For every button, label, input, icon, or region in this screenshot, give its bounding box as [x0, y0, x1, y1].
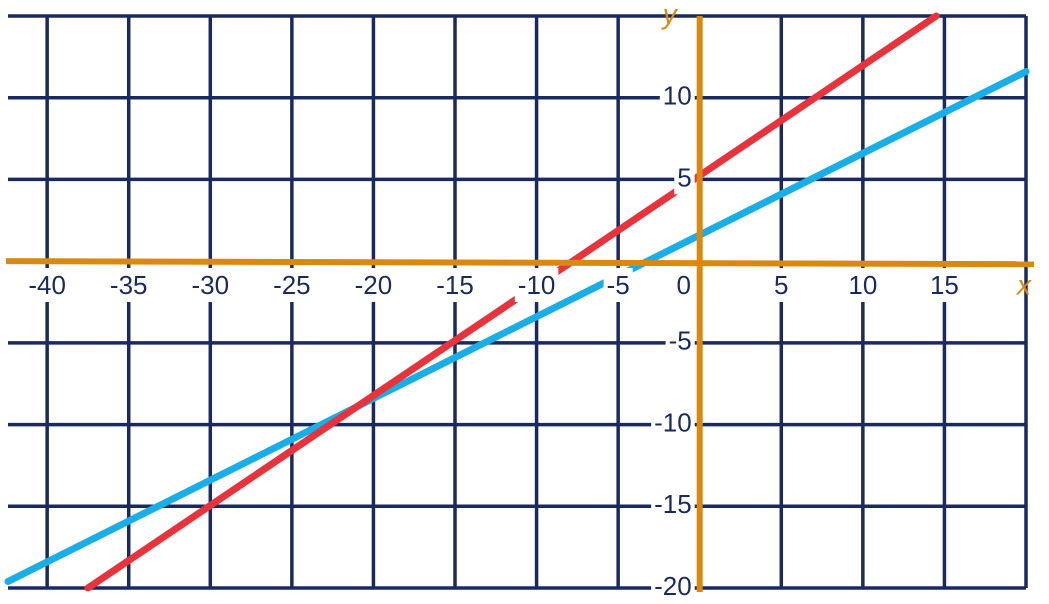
label-bg: [351, 268, 396, 303]
label-bg: [651, 568, 695, 603]
label-bg: [674, 160, 695, 195]
tick-label: -20: [654, 571, 692, 601]
data-line: [4, 68, 1030, 585]
tick-label: -10: [654, 407, 692, 437]
label-bg: [665, 323, 695, 358]
label-bg: [673, 268, 694, 303]
label-bg: [603, 268, 633, 303]
data-line: [84, 12, 940, 592]
label-bg: [25, 268, 69, 303]
label-bg: [659, 78, 695, 113]
tick-label: -40: [28, 270, 66, 300]
label-bg: [270, 268, 314, 303]
lines: [4, 12, 1030, 592]
label-bg: [514, 268, 559, 303]
labels: -40 -35 -30 -25 -20 -15 -10 -5 0 5 10 15 -20 -15 -10 -5…: [5, 0, 1035, 603]
tick-label: 10: [848, 270, 877, 300]
tick-label: -5: [669, 326, 692, 356]
x-axis-label: x: [1015, 270, 1032, 301]
tick-label: -15: [654, 489, 692, 519]
label-bg: [926, 268, 962, 303]
tick-label: -35: [110, 270, 148, 300]
label-bg: [433, 268, 477, 303]
label-bg: [188, 268, 233, 303]
tick-label: -30: [192, 270, 230, 300]
label-bg: [651, 405, 695, 440]
label-bg: [106, 268, 151, 303]
tick-label: 5: [774, 270, 788, 300]
label-bg: [845, 268, 881, 303]
label-bg: [651, 487, 695, 522]
tick-label: 15: [930, 270, 959, 300]
tick-label: 5: [677, 162, 691, 192]
tick-label: 10: [663, 81, 692, 111]
tick-label: -25: [273, 270, 311, 300]
x-axis: [5, 258, 1035, 268]
tick-label: -20: [355, 270, 393, 300]
tick-label: 0: [676, 270, 690, 300]
tick-label: -5: [607, 270, 630, 300]
label-bg: [771, 268, 792, 303]
tick-label: -15: [436, 270, 474, 300]
tick-label: -10: [518, 270, 556, 300]
y-axis-label: y: [661, 0, 679, 29]
